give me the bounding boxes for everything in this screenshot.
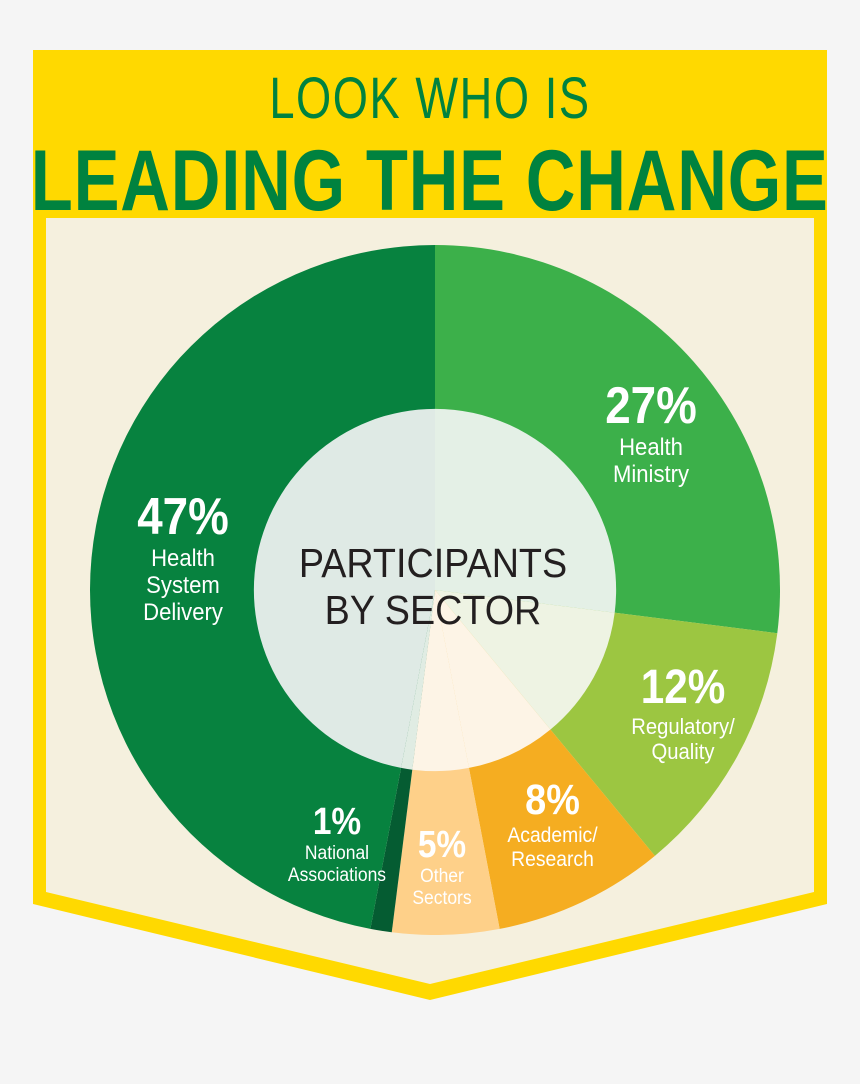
inner-tint-academic-research <box>435 590 551 768</box>
inner-tint-other-sectors <box>412 590 469 772</box>
inner-tint-regulatory-quality <box>435 590 615 730</box>
participants-by-sector-chart <box>90 245 780 935</box>
inner-tint-health-system-delivery <box>253 408 435 768</box>
inner-tint-health-ministry <box>435 408 617 613</box>
donut-inner-tint <box>253 408 617 772</box>
inner-tint-national-associations <box>401 590 435 770</box>
donut-svg <box>90 245 780 935</box>
